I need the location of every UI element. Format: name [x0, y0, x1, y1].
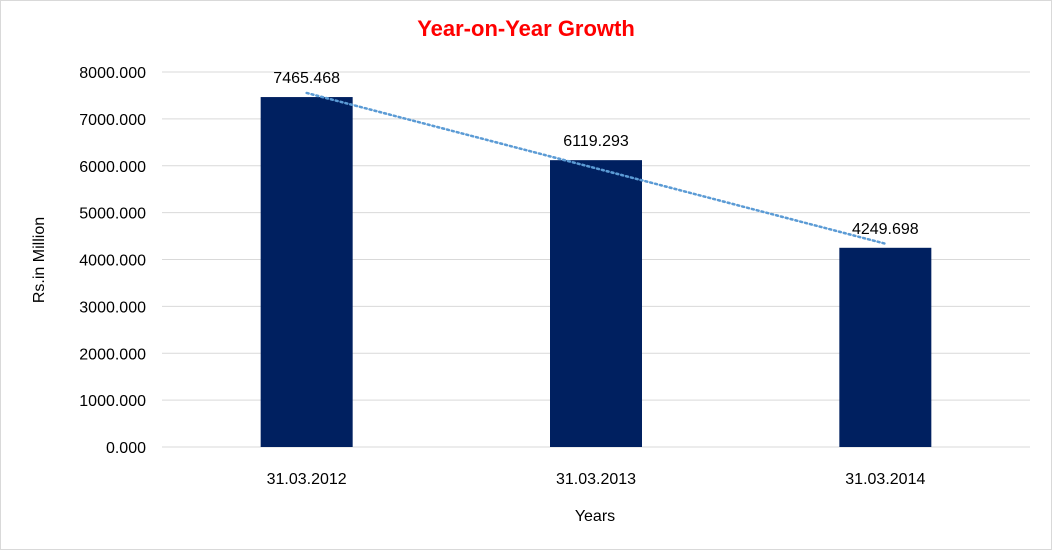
- y-tick-label: 5000.000: [79, 206, 146, 223]
- bar: [550, 160, 642, 447]
- y-tick-labels: 0.000 1000.000 2000.000 3000.000 4000.000 500…: [79, 65, 146, 457]
- y-tick-label: 3000.000: [79, 299, 146, 316]
- bars: [260, 97, 932, 448]
- y-tick-label: 0.000: [106, 440, 146, 457]
- data-label: 4249.698: [852, 221, 919, 238]
- bar: [839, 247, 932, 447]
- chart-title: Year-on-Year Growth: [417, 16, 635, 41]
- data-label: 7465.468: [273, 70, 340, 87]
- bar: [260, 97, 353, 448]
- y-tick-label: 4000.000: [79, 253, 146, 270]
- x-tick-label: 31.03.2012: [267, 471, 347, 488]
- y-tick-label: 1000.000: [79, 393, 146, 410]
- y-tick-label: 8000.000: [79, 65, 146, 82]
- trendline-group: [305, 91, 887, 245]
- data-label: 6119.293: [563, 133, 629, 150]
- x-tick-labels: 31.03.2012 31.03.2013 31.03.2014: [267, 471, 926, 488]
- x-axis-label: Years: [575, 508, 615, 525]
- y-axis-label: Rs.in Million: [31, 217, 48, 303]
- x-tick-label: 31.03.2013: [556, 471, 636, 488]
- y-tick-label: 2000.000: [79, 346, 146, 363]
- y-tick-label: 6000.000: [79, 159, 146, 176]
- trendline: [305, 91, 887, 245]
- data-labels: 7465.468 6119.293 4249.698: [273, 70, 919, 238]
- y-tick-label: 7000.000: [79, 112, 146, 129]
- x-tick-label: 31.03.2014: [845, 471, 925, 488]
